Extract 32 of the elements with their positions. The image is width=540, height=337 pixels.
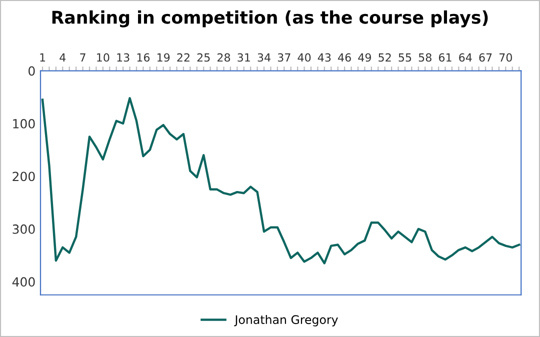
x-tick-label: 64 xyxy=(459,53,472,62)
x-tick-label: 58 xyxy=(418,53,432,62)
y-tick-label: 300 xyxy=(12,224,35,234)
x-tick-label: 31 xyxy=(238,53,250,62)
x-tick-label: 22 xyxy=(177,53,190,62)
x-tick-label: 40 xyxy=(298,53,311,62)
x-tick-label: 67 xyxy=(479,53,492,62)
y-tick-label: 400 xyxy=(12,277,35,287)
x-tick-label: 70 xyxy=(500,53,512,62)
chart-title: Ranking in competition (as the course plays) xyxy=(52,10,488,28)
x-tick-label: 4 xyxy=(60,53,66,62)
x-tick-label: 7 xyxy=(80,53,86,62)
x-tick-label: 1 xyxy=(40,53,46,62)
x-tick-label: 37 xyxy=(278,53,290,62)
line-series xyxy=(41,97,520,264)
legend-label: Jonathan Gregory xyxy=(234,314,338,326)
x-tick-label: 34 xyxy=(258,53,270,62)
x-tick-label: 49 xyxy=(358,53,371,62)
x-tick-label: 16 xyxy=(137,53,150,62)
x-tick-label: 19 xyxy=(157,53,170,62)
y-tick-label: 200 xyxy=(12,172,35,182)
x-tick-label: 28 xyxy=(217,53,230,62)
y-tick-label: 0 xyxy=(28,66,35,76)
x-tick-label: 55 xyxy=(398,53,412,62)
x-tick-label: 43 xyxy=(318,53,331,62)
x-tick-label: 25 xyxy=(197,53,210,62)
x-tick-label: 52 xyxy=(378,53,391,62)
y-tick-label: 100 xyxy=(13,118,35,128)
x-tick-label: 61 xyxy=(438,53,452,62)
x-tick-label: 10 xyxy=(97,53,110,62)
x-tick-label: 13 xyxy=(117,53,130,62)
x-tick-label: 46 xyxy=(338,53,351,62)
